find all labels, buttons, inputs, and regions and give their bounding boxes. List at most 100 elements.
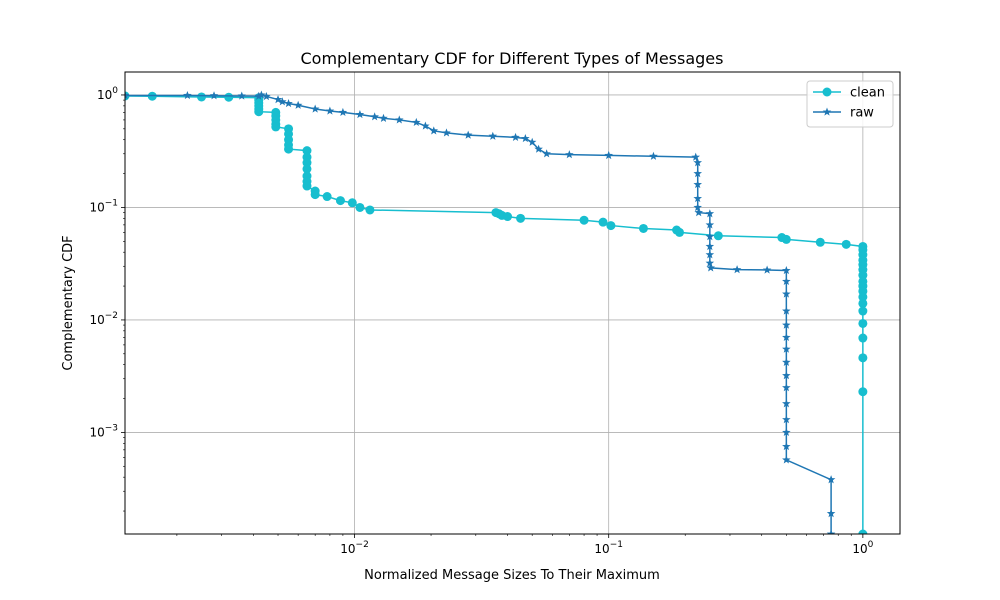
data-point-raw xyxy=(693,194,702,203)
data-point-clean xyxy=(858,318,868,328)
legend-marker-raw xyxy=(822,107,832,116)
data-point-clean xyxy=(516,213,526,223)
data-point-raw xyxy=(826,509,836,518)
data-point-raw xyxy=(293,100,303,109)
data-point-raw xyxy=(691,152,701,161)
legend-marker-clean xyxy=(822,87,832,97)
series-raw xyxy=(125,90,836,534)
data-point-clean xyxy=(841,239,851,249)
data-point-raw xyxy=(705,209,715,218)
data-point-raw xyxy=(762,265,772,274)
y-axis: 10−3 10−2 10−1 100 xyxy=(89,86,125,439)
y-axis-label: Complementary CDF xyxy=(61,235,76,370)
data-point-raw xyxy=(693,169,702,178)
data-point-raw xyxy=(183,90,192,100)
data-point-clean xyxy=(858,353,868,363)
data-point-raw xyxy=(782,383,791,392)
data-point-raw xyxy=(511,132,520,141)
data-point-clean xyxy=(598,217,608,227)
data-point-raw xyxy=(782,357,791,366)
series-layer xyxy=(125,90,868,534)
data-point-clean xyxy=(606,221,616,231)
data-point-clean xyxy=(355,202,365,212)
data-point-raw xyxy=(705,241,715,251)
data-point-raw xyxy=(782,276,791,286)
data-point-raw xyxy=(693,202,702,212)
data-point-raw xyxy=(706,263,715,272)
data-point-raw xyxy=(278,97,287,106)
y-tick-label: 10−2 xyxy=(89,311,118,327)
data-point-raw xyxy=(693,158,702,167)
data-point-raw xyxy=(649,151,658,160)
data-point-raw xyxy=(705,250,715,259)
data-point-raw xyxy=(782,455,791,464)
data-point-clean xyxy=(858,387,868,397)
data-point-raw xyxy=(694,208,703,217)
data-point-raw xyxy=(325,106,335,115)
data-point-raw xyxy=(209,91,219,100)
data-point-clean xyxy=(302,158,312,168)
data-point-raw xyxy=(782,371,791,380)
x-tick-label: 10−1 xyxy=(594,540,623,556)
x-axis-label: Normalized Message Sizes To Their Maximu… xyxy=(364,568,660,583)
data-point-raw xyxy=(565,150,574,159)
data-point-raw xyxy=(782,306,791,315)
data-point-clean xyxy=(347,198,357,208)
data-point-clean xyxy=(675,227,685,237)
data-point-raw xyxy=(442,128,451,137)
x-tick-label: 100 xyxy=(852,540,873,556)
data-point-clean xyxy=(858,270,868,280)
data-point-clean xyxy=(254,107,264,117)
data-point-raw xyxy=(782,415,791,424)
data-point-raw xyxy=(310,104,320,113)
data-point-clean xyxy=(858,292,868,302)
plot-area xyxy=(125,72,900,534)
data-point-raw xyxy=(705,232,715,241)
y-tick-label: 100 xyxy=(97,86,118,102)
data-point-clean xyxy=(271,122,281,132)
data-point-raw xyxy=(705,258,715,267)
x-tick-label: 10−2 xyxy=(340,540,369,556)
data-point-raw xyxy=(463,130,473,139)
data-point-raw xyxy=(395,115,404,124)
data-point-raw xyxy=(782,344,791,353)
data-point-clean xyxy=(224,92,234,102)
data-point-clean xyxy=(713,231,723,241)
data-point-clean xyxy=(579,215,589,225)
data-point-raw xyxy=(262,91,271,101)
data-point-clean xyxy=(781,234,791,244)
data-point-raw xyxy=(237,91,247,100)
data-point-raw xyxy=(355,110,365,119)
data-point-clean xyxy=(310,190,320,200)
data-point-clean xyxy=(858,298,868,308)
legend: clean raw xyxy=(806,80,894,128)
data-point-clean xyxy=(284,144,294,154)
legend-entry-raw: raw xyxy=(813,106,874,121)
data-point-clean xyxy=(335,196,345,206)
chart-title: Complementary CDF for Different Types of… xyxy=(301,49,724,68)
data-point-raw xyxy=(604,150,613,160)
data-point-raw xyxy=(782,427,791,437)
data-point-raw xyxy=(254,91,264,100)
data-point-raw xyxy=(284,98,293,108)
data-point-raw xyxy=(429,126,439,135)
data-point-raw xyxy=(826,475,836,484)
data-point-raw xyxy=(379,113,388,122)
data-point-clean xyxy=(302,181,312,191)
data-point-clean xyxy=(322,192,332,202)
data-point-clean xyxy=(302,146,312,156)
data-point-raw xyxy=(370,112,379,121)
data-point-raw xyxy=(257,90,266,99)
data-point-raw xyxy=(782,320,791,329)
data-point-raw xyxy=(826,529,836,534)
data-point-clean xyxy=(503,212,513,222)
data-point-raw xyxy=(782,266,791,275)
data-point-clean xyxy=(197,92,207,102)
data-point-clean xyxy=(365,205,375,215)
data-point-clean xyxy=(638,223,648,233)
data-point-raw xyxy=(421,121,430,130)
data-point-raw xyxy=(732,265,742,274)
data-point-raw xyxy=(693,179,702,189)
data-point-clean xyxy=(858,333,868,343)
